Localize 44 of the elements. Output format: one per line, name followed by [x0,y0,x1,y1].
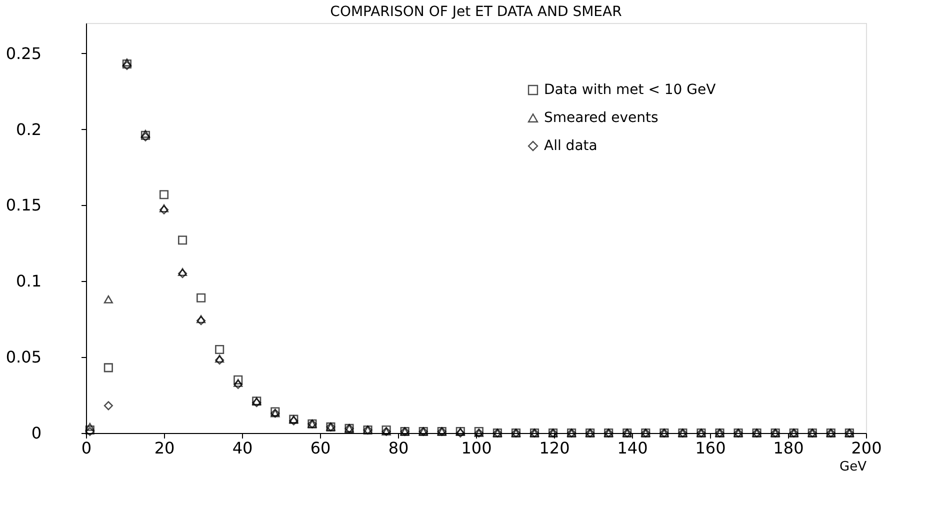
x-tick-label: 120 [539,438,570,458]
point [140,130,150,138]
point [196,293,206,302]
point [215,354,224,363]
x-tick-label: 140 [617,438,648,458]
point [178,268,188,276]
legend-label: All data [544,138,598,154]
point [382,425,391,434]
x-tick-label: 0 [81,438,92,458]
y-tick-label: 0.1 [16,272,42,291]
point [178,269,188,278]
x-tick-label: 80 [388,438,409,458]
point [122,58,132,66]
point [159,204,169,212]
point [104,401,113,410]
x-tick-label: 200 [851,438,882,458]
y-tick-label: 0.05 [6,348,42,367]
point [234,380,243,389]
x-axis-title: GeV [840,460,867,474]
legend-label: Data with met < 10 GeV [544,82,716,98]
point [234,378,243,387]
y-tick-label: 0 [31,424,42,442]
x-tick-label: 60 [310,438,331,458]
y-tick-label: 0.25 [6,44,42,63]
point [159,205,169,214]
point [178,236,188,245]
point [215,356,224,365]
point [196,315,206,324]
point [159,190,169,200]
x-tick-label: 100 [461,438,492,458]
y-tick-label: 0.2 [16,120,42,139]
x-tick-label: 160 [695,438,726,458]
point [85,422,94,431]
chart-title: COMPARISON OF Jet ET DATA AND SMEAR [330,4,622,20]
x-tick-label: 40 [232,438,253,458]
x-tick-label: 20 [154,438,175,458]
point [196,316,206,326]
x-tick-label: 180 [773,438,804,458]
point [104,295,113,304]
point [234,375,243,384]
point [215,344,224,354]
legend-label: Smeared events [544,110,658,126]
point [104,363,113,372]
y-tick-label: 0.15 [6,196,42,215]
